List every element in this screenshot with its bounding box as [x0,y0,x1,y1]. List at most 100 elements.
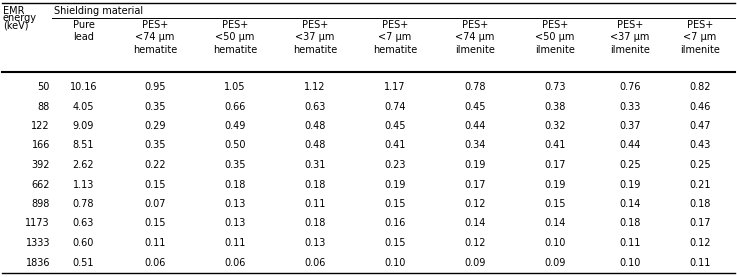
Text: 88: 88 [38,101,50,112]
Text: Shielding material: Shielding material [54,6,143,16]
Text: PES+
<7 μm
ilmenite: PES+ <7 μm ilmenite [680,20,720,55]
Text: 0.46: 0.46 [689,101,710,112]
Text: 0.11: 0.11 [144,238,166,248]
Text: 0.10: 0.10 [619,258,640,268]
Text: 0.13: 0.13 [304,238,326,248]
Text: 0.11: 0.11 [304,199,326,209]
Text: 0.12: 0.12 [689,238,710,248]
Text: 0.66: 0.66 [224,101,245,112]
Text: 0.51: 0.51 [73,258,94,268]
Text: 0.47: 0.47 [689,121,710,131]
Text: 0.74: 0.74 [384,101,406,112]
Text: 0.13: 0.13 [224,219,245,229]
Text: 0.29: 0.29 [144,121,166,131]
Text: (keV): (keV) [3,21,29,31]
Text: 0.16: 0.16 [384,219,405,229]
Text: 0.19: 0.19 [464,160,486,170]
Text: 0.49: 0.49 [224,121,245,131]
Text: 0.35: 0.35 [224,160,245,170]
Text: 0.48: 0.48 [304,121,326,131]
Text: 0.41: 0.41 [384,140,405,150]
Text: PES+
<37 μm
hematite: PES+ <37 μm hematite [293,20,337,55]
Text: 2.62: 2.62 [73,160,94,170]
Text: 1.12: 1.12 [304,82,326,92]
Text: 0.73: 0.73 [544,82,566,92]
Text: 0.50: 0.50 [224,140,245,150]
Text: 0.33: 0.33 [619,101,640,112]
Text: 0.15: 0.15 [144,219,166,229]
Text: 0.15: 0.15 [384,199,406,209]
Text: 50: 50 [38,82,50,92]
Text: 0.32: 0.32 [544,121,566,131]
Text: 0.60: 0.60 [73,238,94,248]
Text: 166: 166 [32,140,50,150]
Text: 0.31: 0.31 [304,160,326,170]
Text: 0.19: 0.19 [384,179,405,189]
Text: 0.35: 0.35 [144,101,166,112]
Text: 1.17: 1.17 [384,82,406,92]
Text: EMR: EMR [3,6,24,16]
Text: 0.11: 0.11 [224,238,245,248]
Text: 0.34: 0.34 [464,140,486,150]
Text: 0.15: 0.15 [384,238,406,248]
Text: 0.22: 0.22 [144,160,166,170]
Text: 392: 392 [32,160,50,170]
Text: PES+
<37 μm
ilmenite: PES+ <37 μm ilmenite [610,20,650,55]
Text: 0.76: 0.76 [619,82,640,92]
Text: 662: 662 [32,179,50,189]
Text: 0.10: 0.10 [384,258,405,268]
Text: 0.09: 0.09 [464,258,486,268]
Text: 1.05: 1.05 [224,82,245,92]
Text: 0.06: 0.06 [144,258,166,268]
Text: PES+
<74 μm
ilmenite: PES+ <74 μm ilmenite [455,20,495,55]
Text: 0.15: 0.15 [144,179,166,189]
Text: 122: 122 [32,121,50,131]
Text: 0.19: 0.19 [545,179,566,189]
Text: 8.51: 8.51 [73,140,94,150]
Text: 0.35: 0.35 [144,140,166,150]
Text: 0.45: 0.45 [464,101,486,112]
Text: 0.25: 0.25 [619,160,640,170]
Text: 0.15: 0.15 [544,199,566,209]
Text: 0.63: 0.63 [73,219,94,229]
Text: 0.23: 0.23 [384,160,406,170]
Text: 0.12: 0.12 [464,199,486,209]
Text: 0.09: 0.09 [545,258,566,268]
Text: 0.17: 0.17 [544,160,566,170]
Text: 0.37: 0.37 [619,121,640,131]
Text: 0.82: 0.82 [689,82,710,92]
Text: 0.63: 0.63 [304,101,326,112]
Text: 0.11: 0.11 [619,238,640,248]
Text: PES+
<50 μm
ilmenite: PES+ <50 μm ilmenite [535,20,575,55]
Text: 0.41: 0.41 [545,140,566,150]
Text: PES+
<50 μm
hematite: PES+ <50 μm hematite [213,20,257,55]
Text: 9.09: 9.09 [73,121,94,131]
Text: 1333: 1333 [26,238,50,248]
Text: 0.06: 0.06 [304,258,326,268]
Text: Pure
lead: Pure lead [72,20,94,42]
Text: 0.18: 0.18 [304,219,326,229]
Text: 0.43: 0.43 [689,140,710,150]
Text: 0.12: 0.12 [464,238,486,248]
Text: 0.44: 0.44 [464,121,486,131]
Text: 0.10: 0.10 [545,238,566,248]
Text: 0.78: 0.78 [73,199,94,209]
Text: 0.38: 0.38 [545,101,566,112]
Text: 0.78: 0.78 [464,82,486,92]
Text: 10.16: 10.16 [70,82,97,92]
Text: PES+
<74 μm
hematite: PES+ <74 μm hematite [133,20,177,55]
Text: 0.18: 0.18 [224,179,245,189]
Text: 1.13: 1.13 [73,179,94,189]
Text: 0.14: 0.14 [464,219,486,229]
Text: 0.11: 0.11 [689,258,710,268]
Text: 0.25: 0.25 [689,160,710,170]
Text: 0.21: 0.21 [689,179,710,189]
Text: 0.44: 0.44 [619,140,640,150]
Text: 0.13: 0.13 [224,199,245,209]
Text: 4.05: 4.05 [73,101,94,112]
Text: 0.18: 0.18 [619,219,640,229]
Text: 0.95: 0.95 [144,82,166,92]
Text: 0.18: 0.18 [304,179,326,189]
Text: 0.14: 0.14 [619,199,640,209]
Text: 0.07: 0.07 [144,199,166,209]
